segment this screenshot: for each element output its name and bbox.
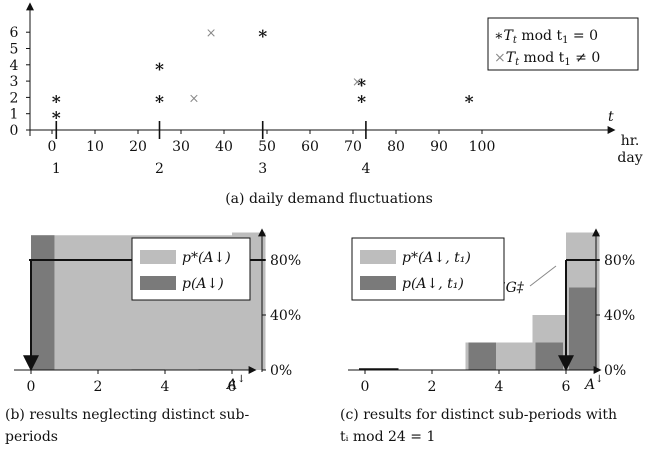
chart-b-caption-line-1: (b) results neglecting distinct sub-: [5, 407, 249, 423]
chart-a-point-cross: ×: [206, 26, 217, 41]
chart-a-y-tick-label: 2: [10, 90, 19, 106]
chart-a-day-tick-label: 1: [52, 161, 61, 177]
chart-b-x-tick-label: 2: [94, 379, 103, 395]
chart-a-legend-entry-1: ∗Tt mod t1 = 0: [494, 28, 598, 46]
chart-a-point-star: ∗: [257, 24, 269, 44]
chart-c-x-label: A↓: [583, 374, 604, 393]
chart-c-x-tick-label: 0: [361, 379, 370, 395]
chart-b-y-ticks: 0% 40% 80%: [262, 253, 301, 379]
chart-a-x-tick-label: 20: [129, 139, 147, 155]
chart-a-legend-entry-2: ×Tt mod t1 ≠ 0: [494, 50, 600, 68]
chart-a-point-cross: ×: [188, 91, 199, 106]
chart-a-point-star: ∗: [50, 106, 62, 126]
chart-c-y-tick-label: 0%: [604, 363, 626, 379]
chart-a-x-tick-label: 90: [430, 139, 448, 155]
chart-a-unit-day: day: [617, 150, 642, 166]
chart-c-legend-swatch-dark: [360, 276, 396, 290]
chart-a-x-tick-label: 40: [215, 139, 233, 155]
chart-b-bar-p-star: [54, 235, 65, 370]
chart-c-threshold: [359, 259, 600, 372]
chart-a-unit-hr: hr.: [621, 133, 640, 149]
chart-a-point-star: ∗: [50, 89, 62, 109]
chart-a-x-tick-label: 100: [469, 139, 496, 155]
chart-a-y-tick-label: 6: [10, 25, 19, 41]
chart-c-y-tick-label: 80%: [604, 253, 635, 269]
chart-c-x-tick-label: 6: [562, 379, 571, 395]
chart-a-point-star: ∗: [356, 73, 368, 93]
chart-a-x-tick-label: 0: [48, 139, 57, 155]
chart-a-day-ticks: 1 2 3 4: [52, 121, 370, 177]
chart-b-bar-p: [31, 235, 55, 370]
chart-a-points: ∗∗ ∗∗∗∗∗∗×××: [50, 24, 475, 126]
chart-b-bar-p-star: [64, 235, 98, 370]
chart-c-y-tick-label: 40%: [604, 308, 635, 324]
chart-b-x-tick-label: 6: [228, 379, 237, 395]
chart-a-x-tick-label: 10: [86, 139, 104, 155]
chart-b-caption-line-2: periods: [5, 429, 58, 445]
chart-c-caption-line-2: tᵢ mod 24 = 1: [340, 429, 435, 445]
chart-b-y-tick-label: 40%: [270, 308, 301, 324]
chart-a-x-ticks: 0 10 20 30 40 50 60 70 80 90 100: [48, 130, 496, 155]
chart-b-y-tick-label: 0%: [270, 363, 292, 379]
chart-b-legend: p*(A↓) p(A↓): [131, 237, 251, 301]
chart-a-x-tick-label: 70: [344, 139, 362, 155]
chart-c-x-ticks: 0 2 4 6: [361, 370, 571, 395]
chart-c-bar-p: [535, 342, 563, 370]
chart-a-point-star: ∗: [463, 89, 475, 109]
chart-c-legend-swatch-light: [360, 250, 396, 264]
chart-a-y-tick-label: 1: [10, 107, 19, 123]
chart-b-x-ticks: 0 2 4 6: [27, 370, 237, 395]
chart-c-x-tick-label: 4: [495, 379, 504, 395]
chart-a-y-tick-label: 5: [10, 42, 19, 58]
chart-c-bar-p: [569, 287, 597, 370]
chart-a-x-tick-label: 30: [172, 139, 190, 155]
chart-c-x-tick-label: 2: [428, 379, 437, 395]
chart-b-y-tick-label: 80%: [270, 253, 301, 269]
chart-c-bar-p: [468, 342, 496, 370]
chart-b-results-neglecting: 0 2 4 6 0% 40% 80% A↓ p*(A↓) p(A↓) (b) result…: [5, 228, 301, 445]
chart-a-point-cross: ×: [352, 75, 363, 90]
chart-a-day-tick-label: 3: [258, 161, 267, 177]
chart-c-legend-entry-2: p(A↓, t₁): [402, 276, 464, 292]
chart-a-x-tick-label: 60: [301, 139, 319, 155]
chart-b-x-label: A↓: [225, 374, 246, 393]
chart-a-legend-box: [487, 17, 639, 71]
chart-a-legend: ∗Tt mod t1 = 0 ×Tt mod t1 ≠ 0: [487, 17, 639, 71]
chart-c-legend-entry-1: p*(A↓, t₁): [402, 250, 471, 266]
chart-a-point-star: ∗: [154, 57, 166, 77]
chart-b-legend-swatch-dark: [140, 276, 176, 290]
chart-a-y-tick-label: 4: [10, 58, 19, 74]
chart-c-y-ticks: 0% 40% 80%: [596, 253, 635, 379]
chart-b-x-tick-label: 4: [161, 379, 170, 395]
chart-a-x-tick-label: 50: [258, 139, 276, 155]
chart-a-caption: (a) daily demand fluctuations: [225, 191, 433, 207]
chart-b-legend-entry-1: p*(A↓): [182, 250, 231, 266]
chart-c-annotation-leader: [529, 265, 557, 287]
chart-a-day-tick-label: 4: [361, 161, 370, 177]
chart-b-legend-swatch-light: [140, 250, 176, 264]
chart-c-bar-p-star: [499, 342, 533, 370]
chart-c-caption-line-1: (c) results for distinct sub-periods wit…: [340, 407, 617, 423]
chart-a-point-star: ∗: [356, 89, 368, 109]
chart-a-day-tick-label: 2: [155, 161, 164, 177]
chart-a-y-tick-label: 0: [10, 123, 19, 139]
chart-b-x-tick-label: 0: [27, 379, 36, 395]
chart-b-legend-entry-2: p(A↓): [182, 276, 224, 292]
chart-a-point-star: ∗: [154, 89, 166, 109]
chart-a-x-label: t: [608, 109, 614, 125]
chart-a-y-tick-label: 3: [10, 74, 19, 90]
chart-a-x-tick-label: 80: [387, 139, 405, 155]
chart-c-legend: p*(A↓, t₁) p(A↓, t₁): [351, 237, 505, 301]
chart-b-bar-p-star: [98, 235, 132, 370]
